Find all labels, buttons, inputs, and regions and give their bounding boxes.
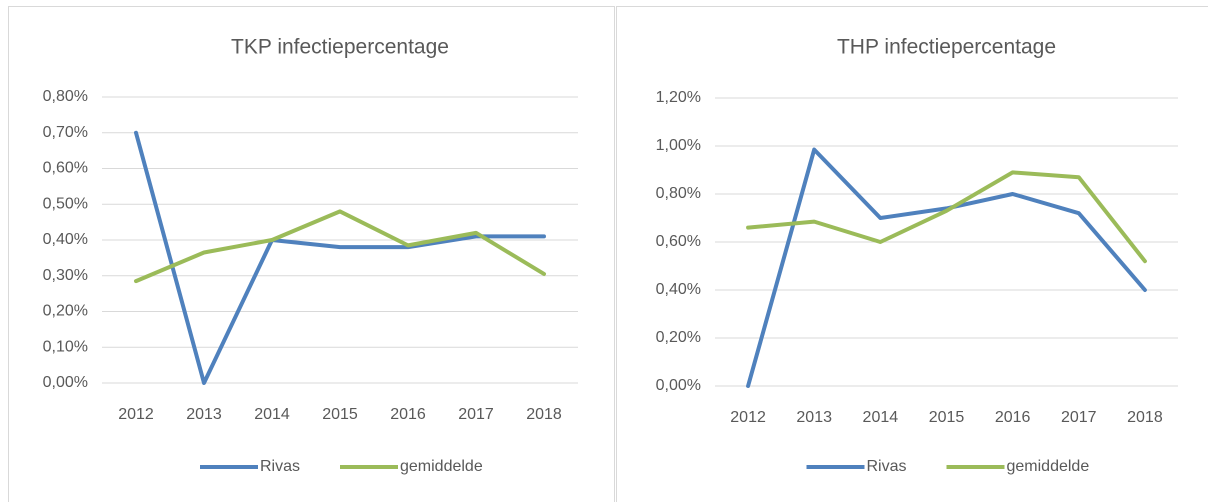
x-tick-label: 2016 bbox=[390, 406, 426, 423]
x-tick-label: 2012 bbox=[730, 409, 766, 426]
legend-label: Rivas bbox=[260, 458, 300, 475]
y-tick-label: 0,80% bbox=[43, 88, 88, 105]
y-tick-label: 0,60% bbox=[43, 160, 88, 177]
x-tick-label: 2014 bbox=[863, 409, 899, 426]
y-tick-label: 0,00% bbox=[43, 374, 88, 391]
x-tick-label: 2015 bbox=[929, 409, 965, 426]
x-tick-label: 2016 bbox=[995, 409, 1031, 426]
y-tick-label: 0,00% bbox=[656, 377, 701, 394]
legend-label: gemiddelde bbox=[1007, 458, 1090, 475]
legend-label: gemiddelde bbox=[400, 458, 483, 475]
y-tick-label: 0,60% bbox=[656, 233, 701, 250]
chart-border bbox=[616, 6, 1208, 502]
legend-label: Rivas bbox=[867, 458, 907, 475]
y-tick-label: 0,10% bbox=[43, 338, 88, 355]
y-tick-label: 1,20% bbox=[656, 89, 701, 106]
y-tick-label: 0,80% bbox=[656, 185, 701, 202]
y-tick-label: 0,40% bbox=[43, 231, 88, 248]
x-tick-label: 2017 bbox=[458, 406, 494, 423]
x-tick-label: 2013 bbox=[186, 406, 222, 423]
x-tick-label: 2018 bbox=[526, 406, 562, 423]
y-tick-label: 0,70% bbox=[43, 124, 88, 141]
y-tick-label: 0,50% bbox=[43, 195, 88, 212]
chart-title: TKP infectiepercentage bbox=[231, 36, 449, 59]
series-line bbox=[134, 209, 546, 284]
x-tick-label: 2012 bbox=[118, 406, 154, 423]
y-tick-label: 1,00% bbox=[656, 137, 701, 154]
y-tick-label: 0,30% bbox=[43, 267, 88, 284]
chart-border bbox=[8, 6, 615, 502]
chart-title: THP infectiepercentage bbox=[837, 36, 1056, 59]
y-tick-label: 0,40% bbox=[656, 281, 701, 298]
series-line bbox=[746, 170, 1147, 264]
x-tick-label: 2013 bbox=[796, 409, 832, 426]
y-tick-label: 0,20% bbox=[43, 303, 88, 320]
x-tick-label: 2015 bbox=[322, 406, 358, 423]
series-line bbox=[134, 130, 546, 385]
x-tick-label: 2014 bbox=[254, 406, 290, 423]
x-tick-label: 2018 bbox=[1127, 409, 1163, 426]
series-line bbox=[746, 147, 1147, 388]
x-tick-label: 2017 bbox=[1061, 409, 1097, 426]
y-tick-label: 0,20% bbox=[656, 329, 701, 346]
